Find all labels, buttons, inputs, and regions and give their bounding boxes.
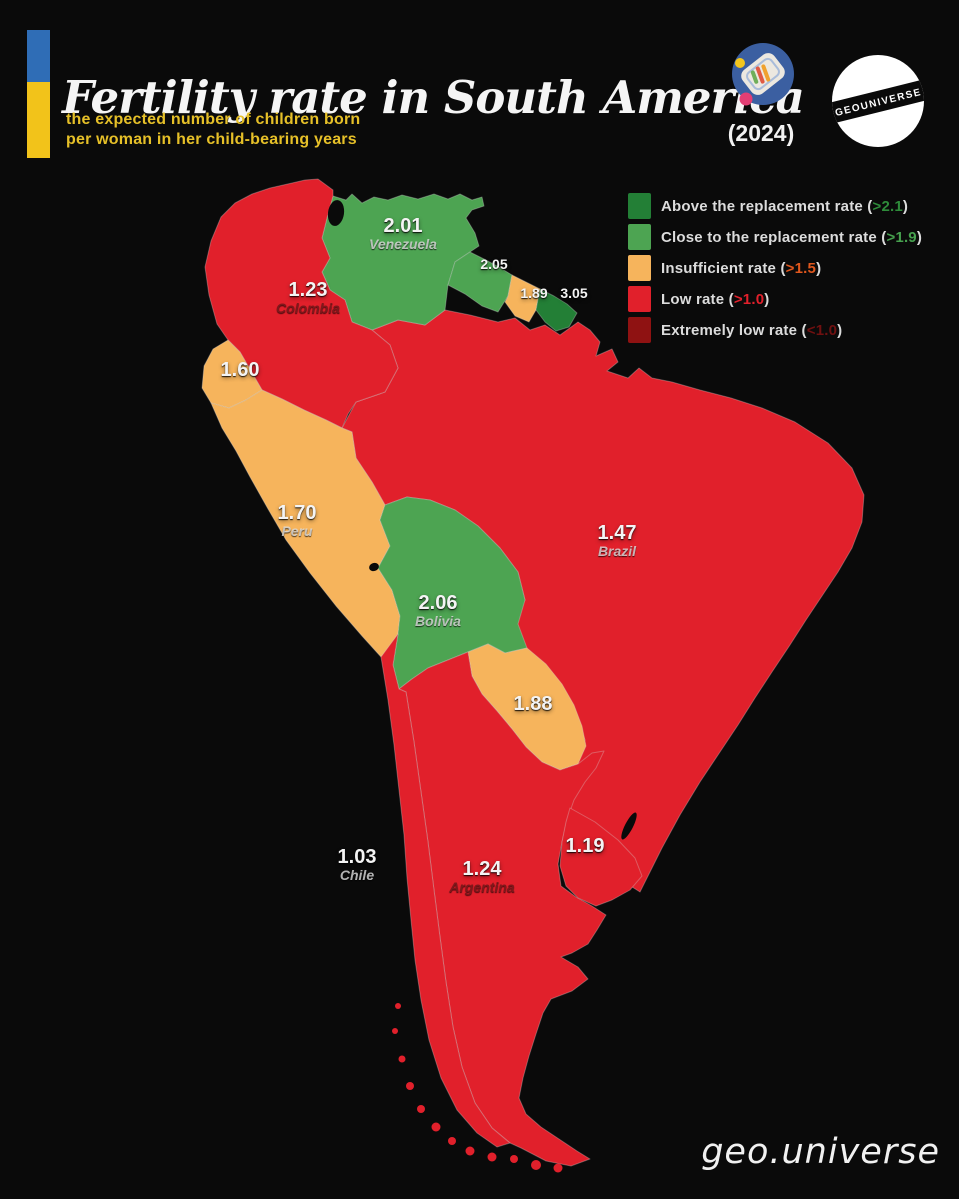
sticker-icon: [732, 43, 794, 106]
label-argentina: 1.24 Argentina: [449, 858, 514, 895]
lake-maracaibo: [327, 200, 345, 226]
legend-value-low: >1.0: [733, 290, 765, 308]
legend-row-insufficient: Insufficient rate (>1.5): [628, 254, 958, 282]
country-suriname: [504, 274, 541, 323]
label-paraguay: 1.88: [514, 693, 553, 715]
label-peru: 1.70 Peru: [278, 502, 317, 539]
label-guyana-value: 2.05: [480, 256, 508, 272]
label-peru-name: Peru: [281, 523, 313, 539]
legend-swatch-above: [628, 193, 651, 219]
page-title: Fertility rate in South America: [62, 71, 805, 125]
legend: Above the replacement rate (>2.1) Close t…: [628, 192, 958, 347]
country-chile: [380, 633, 511, 1148]
watermark: geo.universe: [701, 1132, 940, 1172]
legend-label-extremely_low: Extremely low rate (<1.0): [661, 321, 843, 339]
label-paraguay-value: 1.88: [513, 693, 553, 715]
label-colombia-value: 1.23: [288, 279, 328, 301]
label-brazil-name: Brazil: [597, 543, 637, 559]
accent-bar-yellow: [27, 82, 50, 158]
label-argentina-name: Argentina: [449, 879, 515, 895]
year-label: (2024): [727, 120, 795, 146]
logo-band: [832, 75, 924, 128]
label-venezuela-name: Venezuela: [369, 236, 437, 252]
label-chile-value: 1.03: [337, 846, 377, 868]
accent-bar: [27, 30, 50, 158]
label-chile: 1.03 Chile: [338, 846, 377, 883]
legend-row-close: Close to the replacement rate (>1.9): [628, 223, 958, 251]
legend-label-insufficient: Insufficient rate (>1.5): [661, 259, 822, 277]
label-chile-name: Chile: [339, 867, 375, 883]
label-colombia-name: Colombia: [276, 300, 340, 316]
label-suriname-value: 1.89: [520, 285, 548, 301]
label-ecuador-value: 1.60: [220, 359, 260, 381]
label-french-guiana-value: 3.05: [560, 285, 588, 301]
subtitle-line-1: the expected number of children born: [66, 111, 361, 128]
country-uruguay: [559, 807, 643, 907]
chile-archipelago: [392, 1003, 563, 1173]
label-venezuela: 2.01 Venezuela: [369, 215, 437, 252]
legend-value-above: >2.1: [872, 197, 903, 215]
label-peru-value: 1.70: [277, 502, 317, 524]
legend-value-close: >1.9: [886, 228, 917, 246]
label-argentina-value: 1.24: [462, 858, 502, 880]
legend-swatch-extremely_low: [628, 317, 651, 343]
geouniverse-logo: GEOUNIVERSE: [832, 55, 924, 147]
legend-row-extremely_low: Extremely low rate (<1.0): [628, 316, 958, 344]
legend-label-above: Above the replacement rate (>2.1): [661, 197, 909, 215]
label-brazil: 1.47 Brazil: [598, 522, 637, 559]
legend-label-close: Close to the replacement rate (>1.9): [661, 228, 923, 246]
sticker-yellow-dot: [735, 58, 745, 68]
label-colombia: 1.23 Colombia: [276, 279, 340, 316]
legend-value-extremely_low: <1.0: [806, 321, 838, 339]
sticker-ticket: [741, 53, 785, 95]
label-suriname: 1.89: [520, 286, 547, 301]
subtitle-line-2: per woman in her child-bearing years: [66, 131, 357, 148]
legend-row-low: Low rate (>1.0): [628, 285, 958, 313]
legend-row-above: Above the replacement rate (>2.1): [628, 192, 958, 220]
lake-titicaca: [369, 562, 379, 572]
label-uruguay-value: 1.19: [565, 835, 605, 857]
label-bolivia: 2.06 Bolivia: [415, 592, 461, 629]
lagoon-inlet: [621, 812, 637, 840]
legend-value-insufficient: >1.5: [785, 259, 817, 277]
label-uruguay: 1.19: [566, 835, 605, 857]
legend-swatch-insufficient: [628, 255, 651, 281]
accent-bar-blue: [27, 30, 50, 82]
label-guyana: 2.05: [480, 257, 507, 272]
label-brazil-value: 1.47: [597, 522, 637, 544]
country-guyana: [447, 251, 513, 313]
legend-swatch-low: [628, 286, 651, 312]
country-french-guiana: [535, 288, 578, 332]
label-french-guiana: 3.05: [560, 286, 587, 301]
label-bolivia-name: Bolivia: [415, 613, 461, 629]
label-bolivia-value: 2.06: [418, 592, 458, 614]
sticker-pink-dot: [739, 92, 753, 106]
legend-swatch-close: [628, 224, 651, 250]
label-ecuador: 1.60: [221, 359, 260, 381]
legend-label-low: Low rate (>1.0): [661, 290, 770, 308]
label-venezuela-value: 2.01: [383, 215, 423, 237]
